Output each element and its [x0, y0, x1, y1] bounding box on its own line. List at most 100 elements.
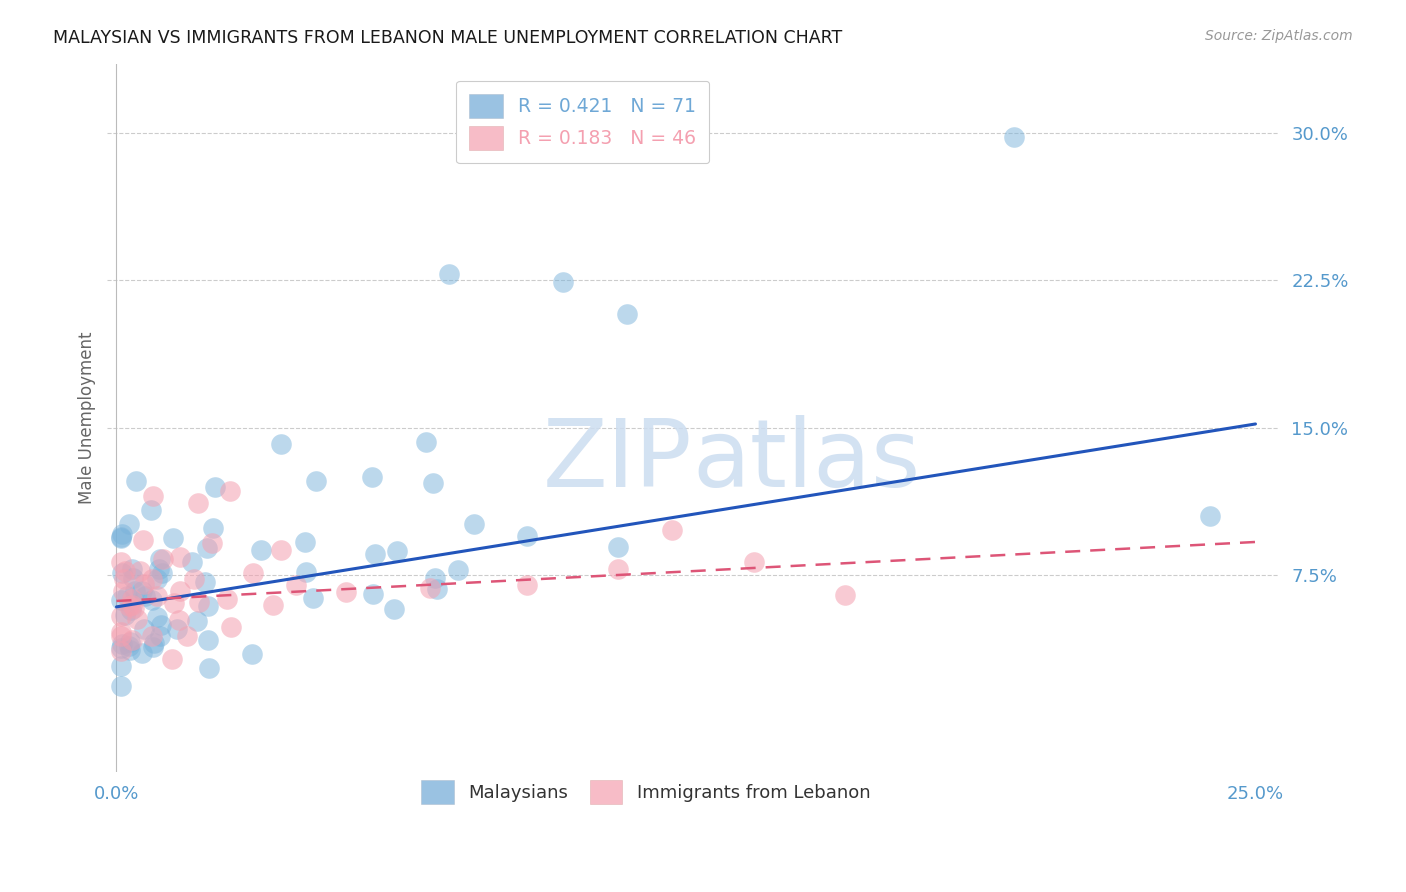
Point — [219, 483, 242, 498]
Point — [111, 637, 134, 651]
Point — [124, 600, 146, 615]
Point — [195, 541, 218, 555]
Point — [121, 632, 143, 647]
Point — [834, 588, 856, 602]
Point — [146, 590, 169, 604]
Point — [302, 591, 325, 605]
Point — [142, 636, 165, 650]
Point — [121, 562, 143, 576]
Point — [149, 617, 172, 632]
Point — [110, 531, 132, 545]
Point — [167, 614, 190, 628]
Point — [112, 572, 135, 586]
Point — [110, 555, 132, 569]
Point — [162, 531, 184, 545]
Text: ZIP: ZIP — [543, 415, 693, 507]
Point — [139, 503, 162, 517]
Point — [110, 629, 132, 643]
Point — [118, 642, 141, 657]
Point — [551, 276, 574, 290]
Point — [163, 595, 186, 609]
Point — [250, 543, 273, 558]
Point — [110, 643, 132, 657]
Point — [187, 495, 209, 509]
Point — [240, 647, 263, 661]
Point — [176, 629, 198, 643]
Point — [115, 589, 138, 603]
Point — [110, 530, 132, 544]
Point — [270, 436, 292, 450]
Point — [114, 608, 136, 623]
Point — [305, 474, 328, 488]
Point — [363, 587, 385, 601]
Point — [425, 571, 447, 585]
Point — [134, 589, 156, 603]
Point — [186, 614, 208, 628]
Point — [160, 652, 183, 666]
Point — [606, 540, 628, 554]
Point — [180, 556, 202, 570]
Point — [112, 583, 135, 598]
Point — [152, 552, 174, 566]
Point — [295, 566, 318, 580]
Point — [606, 561, 628, 575]
Point — [110, 624, 132, 639]
Point — [242, 566, 264, 580]
Point — [132, 533, 155, 548]
Point — [111, 566, 134, 580]
Point — [114, 564, 136, 578]
Y-axis label: Male Unemployment: Male Unemployment — [79, 332, 96, 504]
Point — [111, 527, 134, 541]
Point — [169, 549, 191, 564]
Point — [294, 534, 316, 549]
Point — [122, 571, 145, 585]
Point — [204, 480, 226, 494]
Point — [616, 307, 638, 321]
Point — [146, 610, 169, 624]
Point — [1002, 129, 1025, 144]
Point — [270, 543, 292, 558]
Point — [188, 595, 211, 609]
Point — [142, 640, 165, 654]
Point — [127, 612, 149, 626]
Point — [194, 575, 217, 590]
Point — [110, 641, 132, 656]
Point — [197, 599, 219, 613]
Point — [382, 602, 405, 616]
Point — [118, 516, 141, 531]
Text: MALAYSIAN VS IMMIGRANTS FROM LEBANON MALE UNEMPLOYMENT CORRELATION CHART: MALAYSIAN VS IMMIGRANTS FROM LEBANON MAL… — [53, 29, 842, 46]
Text: Source: ZipAtlas.com: Source: ZipAtlas.com — [1205, 29, 1353, 43]
Point — [148, 561, 170, 575]
Point — [132, 577, 155, 591]
Point — [110, 609, 132, 624]
Point — [385, 544, 408, 558]
Point — [121, 592, 143, 607]
Point — [110, 592, 132, 607]
Point — [262, 599, 284, 613]
Point — [141, 629, 163, 643]
Point — [437, 268, 460, 282]
Point — [364, 547, 387, 561]
Point — [141, 573, 163, 587]
Point — [219, 620, 242, 634]
Point — [447, 563, 470, 577]
Point — [197, 632, 219, 647]
Point — [415, 434, 437, 449]
Point — [118, 599, 141, 614]
Point — [120, 635, 142, 649]
Point — [463, 516, 485, 531]
Point — [131, 583, 153, 598]
Point — [515, 577, 537, 591]
Point — [515, 529, 537, 543]
Legend: Malaysians, Immigrants from Lebanon: Malaysians, Immigrants from Lebanon — [409, 768, 883, 816]
Point — [121, 598, 143, 612]
Point — [132, 622, 155, 636]
Point — [141, 593, 163, 607]
Point — [419, 581, 441, 595]
Point — [149, 552, 172, 566]
Point — [201, 521, 224, 535]
Point — [1199, 509, 1222, 524]
Point — [125, 474, 148, 488]
Point — [150, 566, 173, 581]
Point — [201, 536, 224, 550]
